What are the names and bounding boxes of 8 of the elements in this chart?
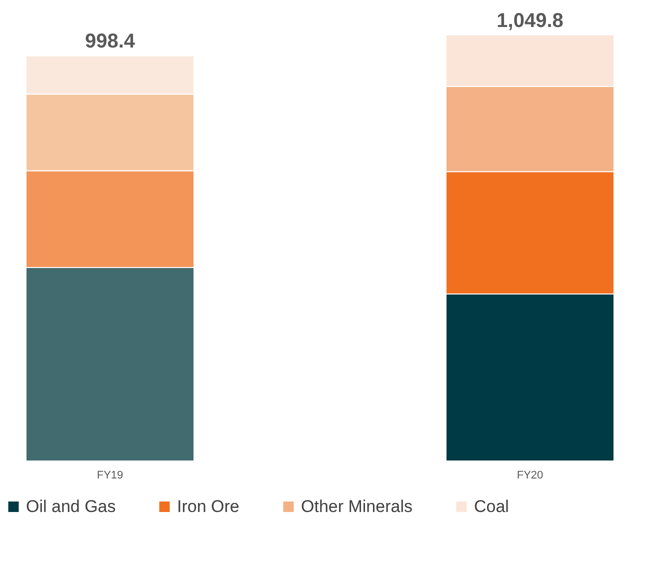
annotation: 998.4 — [84, 30, 136, 53]
legend-label: Other Minerals — [301, 496, 412, 516]
legend-label: Iron Ore — [177, 496, 240, 516]
annotation: 1,049.8 — [496, 10, 564, 32]
legend-label: Coal — [474, 496, 509, 516]
x-tick-label: FY20 — [516, 470, 544, 482]
x-tick-label: FY19 — [96, 470, 124, 482]
legend-label: Oil and Gas — [26, 496, 116, 516]
